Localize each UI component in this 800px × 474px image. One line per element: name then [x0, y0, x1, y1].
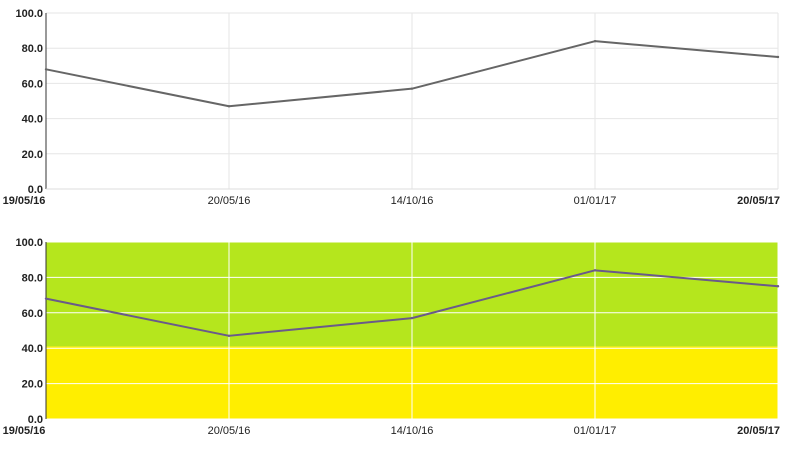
data-point: [410, 316, 414, 320]
x-tick-label: 19/05/16: [3, 425, 46, 437]
x-tick-label: 14/10/16: [391, 195, 434, 207]
y-tick-label: 100.0: [15, 8, 43, 20]
data-point: [410, 87, 414, 90]
data-point: [44, 68, 48, 71]
y-tick-label: 40.0: [22, 114, 43, 126]
y-tick-label: 80.0: [22, 272, 43, 284]
y-tick-label: 0.0: [28, 414, 43, 426]
x-tick-label: 19/05/16: [3, 195, 46, 207]
data-point: [776, 55, 780, 59]
y-tick-label: 60.0: [22, 78, 43, 90]
data-point: [227, 105, 231, 108]
data-point: [44, 297, 48, 300]
data-point: [776, 285, 780, 288]
y-tick-label: 60.0: [22, 308, 43, 320]
x-tick-label: 20/05/17: [737, 195, 780, 207]
y-tick-label: 0.0: [28, 184, 43, 196]
chart-bottom-banded: 0.0 20.0 40.0 60.0 80.0 100.0 19/05/16 20/05/16…: [3, 237, 780, 437]
y-tick-label: 100.0: [15, 237, 43, 249]
x-tick-label: 14/10/16: [391, 425, 434, 437]
y-tick-label: 40.0: [22, 343, 43, 355]
x-tick-label: 20/05/16: [208, 425, 251, 437]
y-tick-label: 20.0: [22, 149, 43, 161]
x-tick-label: 01/01/17: [574, 195, 617, 207]
data-point: [227, 334, 231, 338]
y-tick-label: 80.0: [22, 43, 43, 55]
y-tick-label: 20.0: [22, 379, 43, 391]
data-point: [593, 39, 597, 43]
x-tick-label: 20/05/17: [737, 425, 780, 437]
data-point: [593, 269, 597, 272]
x-tick-label: 20/05/16: [208, 195, 251, 207]
x-tick-label: 01/01/17: [574, 425, 617, 437]
chart-top: 0.0 20.0 40.0 60.0 80.0 100.0 19/05/16 20/05/16…: [3, 8, 780, 207]
